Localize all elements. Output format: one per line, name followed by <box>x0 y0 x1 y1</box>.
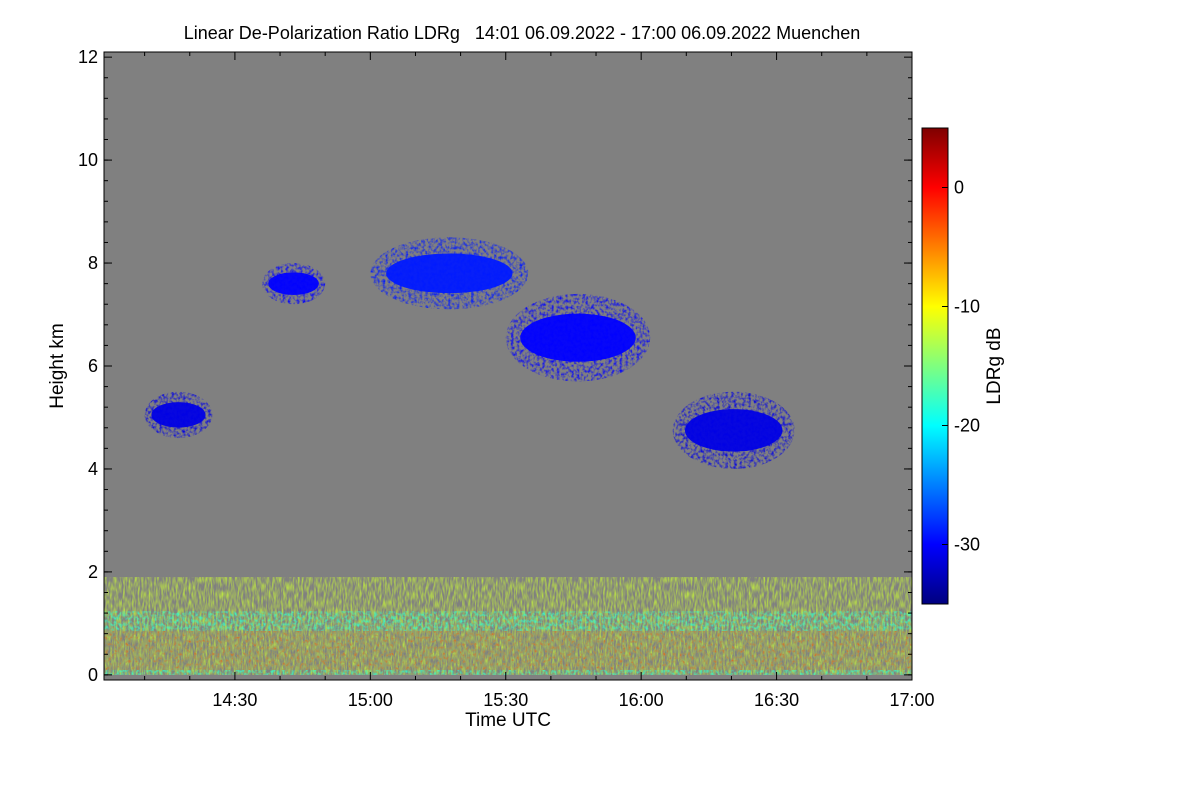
feature-boundary-layer <box>104 577 912 675</box>
y-axis-label: Height km <box>47 323 68 409</box>
x-tick-label: 16:30 <box>754 690 799 710</box>
x-tick-label: 14:30 <box>212 690 257 710</box>
colorbar-ticks: 0 -10 -20 -30 <box>942 178 980 555</box>
colorbar <box>921 127 949 605</box>
colorbar-tick-label: 0 <box>954 178 964 198</box>
x-tick-label: 16:00 <box>619 690 664 710</box>
colorbar-label: LDRg dB <box>984 327 1005 404</box>
x-tick-label: 15:00 <box>348 690 393 710</box>
feature-cloud-layer-4 <box>505 293 651 382</box>
cloud-features <box>104 237 912 675</box>
y-tick-label: 0 <box>88 665 98 685</box>
y-tick-label: 6 <box>88 356 98 376</box>
x-axis-label: Time UTC <box>465 710 551 731</box>
y-tick-label: 10 <box>78 150 98 170</box>
feature-cloud-layer-5 <box>672 391 795 469</box>
feature-cloud-layer-3 <box>370 237 529 310</box>
y-tick-label: 4 <box>88 459 98 479</box>
x-tick-label: 17:00 <box>889 690 934 710</box>
feature-cloud-layer-2 <box>261 263 326 305</box>
y-axis: 0 2 4 6 8 10 12 <box>78 47 912 685</box>
x-tick-label: 15:30 <box>483 690 528 710</box>
chart-title: Linear De-Polarization Ratio LDRg 14:01 … <box>184 23 860 43</box>
y-tick-label: 8 <box>88 253 98 273</box>
colorbar-tick-label: -10 <box>954 297 980 317</box>
colorbar-tick-label: -30 <box>954 535 980 555</box>
feature-cloud-layer-1 <box>144 391 213 439</box>
plot-background <box>104 52 912 680</box>
y-tick-label: 2 <box>88 562 98 582</box>
colorbar-tick-label: -20 <box>954 416 980 436</box>
y-tick-label: 12 <box>78 47 98 67</box>
x-axis: 14:30 15:00 15:30 16:00 16:30 17:00 <box>144 52 935 710</box>
